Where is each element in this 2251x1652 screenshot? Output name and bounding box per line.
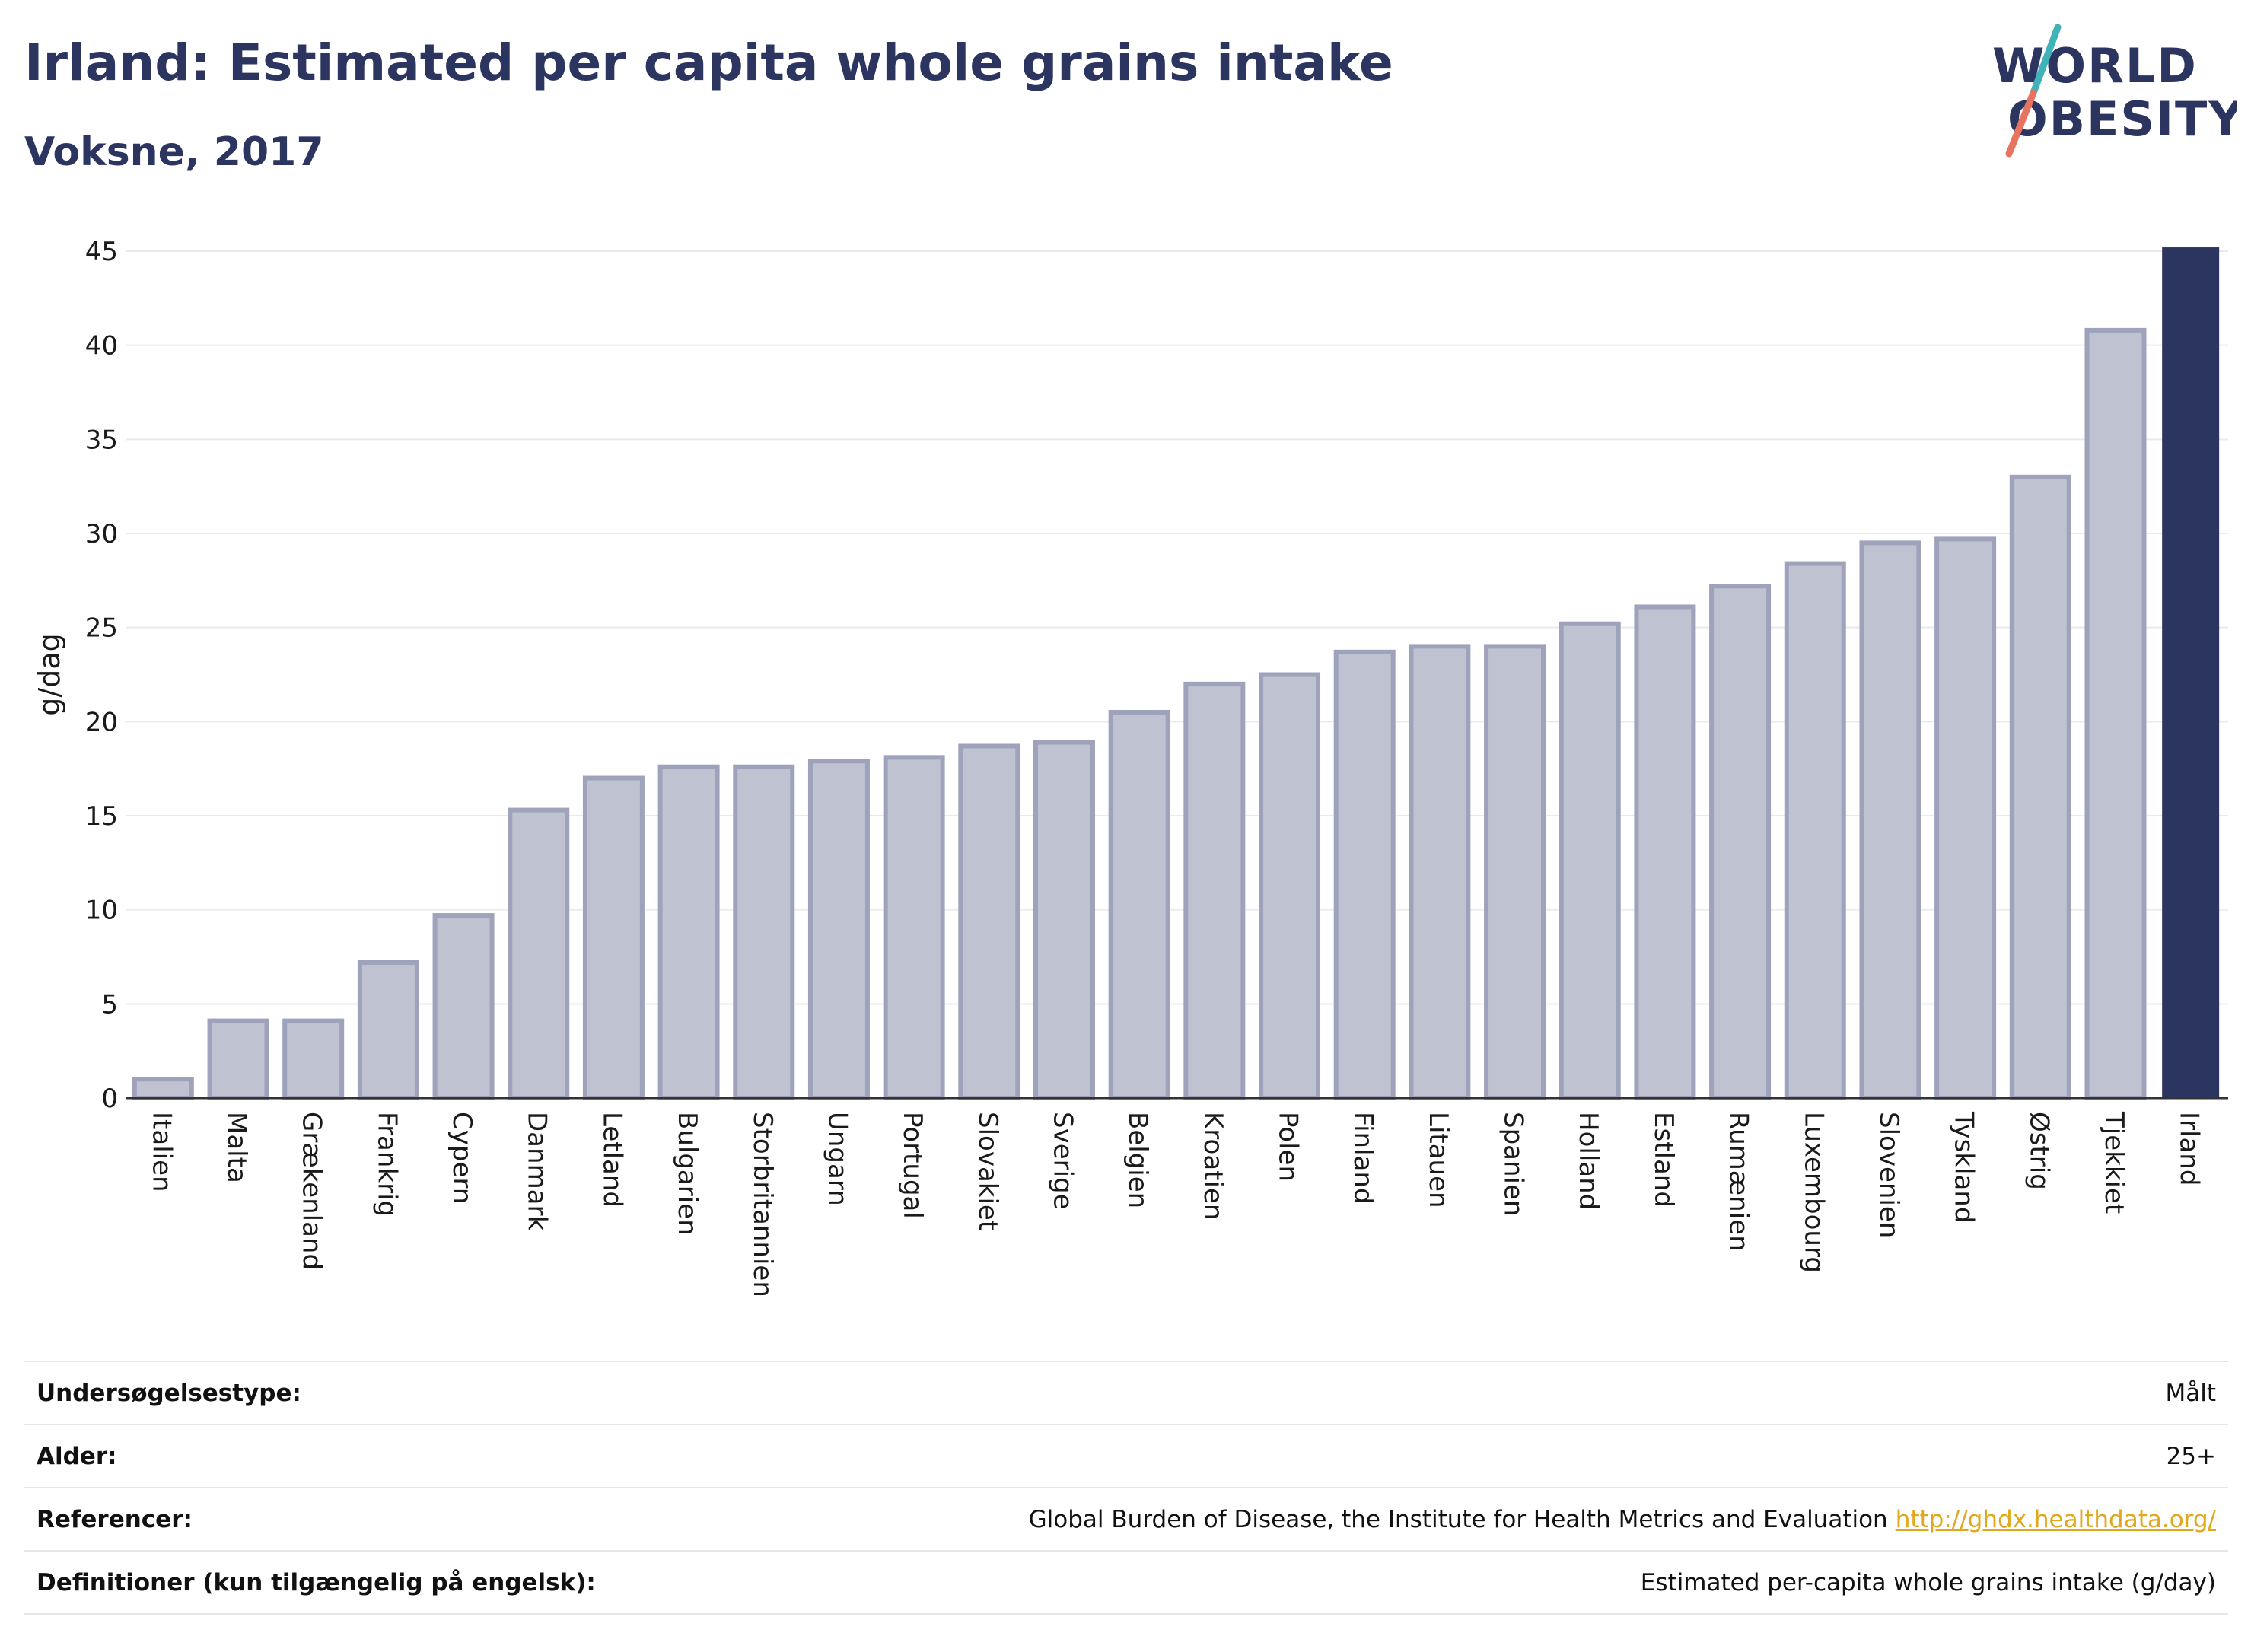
bar [1036,743,1093,1098]
x-tick-label: Rumænien [1724,1112,1754,1252]
bar [1336,652,1393,1098]
reference-text: Global Burden of Disease, the Institute … [1029,1506,1888,1533]
bar [1711,586,1769,1098]
y-axis-label: g/dag [33,633,66,715]
info-label: Alder: [24,1424,740,1488]
x-tick-label: Østrig [2023,1112,2054,1190]
x-tick-label: Portugal [897,1112,928,1219]
world-obesity-logo: WORLD OBESITY [1986,23,2237,160]
info-label: Undersøgelsestype: [24,1361,740,1424]
x-tick-label: Slovenien [1874,1112,1904,1238]
x-tick-label: Danmark [522,1112,552,1230]
bar [585,778,642,1098]
bar [960,746,1017,1098]
reference-link[interactable]: http://ghdx.healthdata.org/ [1896,1506,2216,1533]
bar [1261,675,1318,1099]
bar [210,1021,267,1098]
x-tick-label: Kroatien [1198,1112,1228,1220]
y-tick-label: 35 [85,425,118,455]
y-tick-label: 45 [85,237,118,267]
logo-line-1: WORLD [1992,38,2198,94]
x-tick-label: Letland [597,1112,627,1208]
bar [886,757,943,1098]
info-row-definitions: Definitioner (kun tilgængelig på engelsk… [24,1551,2228,1614]
x-tick-label: Polen [1273,1112,1304,1182]
bar [1636,606,1693,1098]
x-tick-label: Slovakiet [973,1112,1003,1230]
bar [810,761,868,1098]
info-table: Undersøgelsestype: Målt Alder: 25+ Refer… [24,1361,2228,1615]
x-tick-label: Tjekkiet [2099,1111,2129,1214]
x-tick-label: Storbritannien [747,1112,778,1297]
x-tick-label: Irland [2174,1112,2205,1186]
info-row-survey-type: Undersøgelsestype: Målt [24,1361,2228,1424]
x-tick-label: Belgien [1122,1112,1153,1208]
info-value: Estimated per-capita whole grains intake… [740,1551,2228,1614]
bar [360,963,417,1098]
bar [1787,564,1844,1098]
chart-subtitle: Voksne, 2017 [24,129,324,175]
y-tick-label: 5 [101,989,118,1020]
info-value: 25+ [740,1424,2228,1488]
bar [1111,712,1168,1098]
bar [285,1021,342,1098]
bar [435,915,492,1098]
bar [135,1079,192,1098]
bar [1186,684,1243,1098]
y-tick-label: 30 [85,519,118,549]
x-tick-label: Finland [1348,1112,1378,1205]
x-tick-label: Ungarn [822,1112,852,1206]
y-tick-label: 25 [85,613,118,644]
x-tick-label: Italien [146,1112,177,1192]
y-tick-label: 15 [85,801,118,832]
y-tick-label: 10 [85,896,118,926]
bar [1937,539,1994,1098]
info-label: Definitioner (kun tilgængelig på engelsk… [24,1551,740,1614]
x-tick-label: Holland [1573,1112,1603,1210]
bar-chart: 0 5 10 15 20 25 30 35 40 45 g/dag Italien Malta Græke… [0,213,2251,1354]
x-tick-label: Spanien [1498,1112,1529,1216]
x-tick-label: Grækenland [297,1112,327,1270]
logo-line-2: OBESITY [2007,91,2237,147]
y-tick-label: 20 [85,707,118,737]
x-tick-label: Tyskland [1949,1111,1979,1223]
info-value-reference: Global Burden of Disease, the Institute … [740,1488,2228,1551]
info-value: Målt [740,1361,2228,1424]
x-tick-label: Bulgarien [672,1112,702,1236]
info-label: Referencer: [24,1488,740,1551]
x-tick-label: Luxembourg [1798,1112,1829,1273]
x-tick-label: Litauen [1423,1112,1453,1208]
bar-highlight [2162,247,2219,1098]
x-tick-label: Cypern [447,1112,477,1204]
y-tick-label: 40 [85,331,118,361]
bar [1562,624,1619,1098]
y-tick-label: 0 [101,1084,118,1114]
x-tick-label: Sverige [1047,1112,1078,1210]
info-row-references: Referencer: Global Burden of Disease, th… [24,1488,2228,1551]
bar [1486,646,1543,1098]
x-tick-label: Malta [221,1112,252,1183]
bar [2087,330,2144,1098]
x-tick-label: Estland [1648,1112,1679,1208]
bar [735,767,792,1098]
info-row-age: Alder: 25+ [24,1424,2228,1488]
bar [1411,646,1468,1098]
bar [2012,477,2069,1098]
bar [1861,543,1918,1098]
chart-title: Irland: Estimated per capita whole grain… [24,33,1393,92]
x-tick-label: Frankrig [371,1112,402,1217]
bar [661,767,718,1098]
bar [510,810,567,1098]
